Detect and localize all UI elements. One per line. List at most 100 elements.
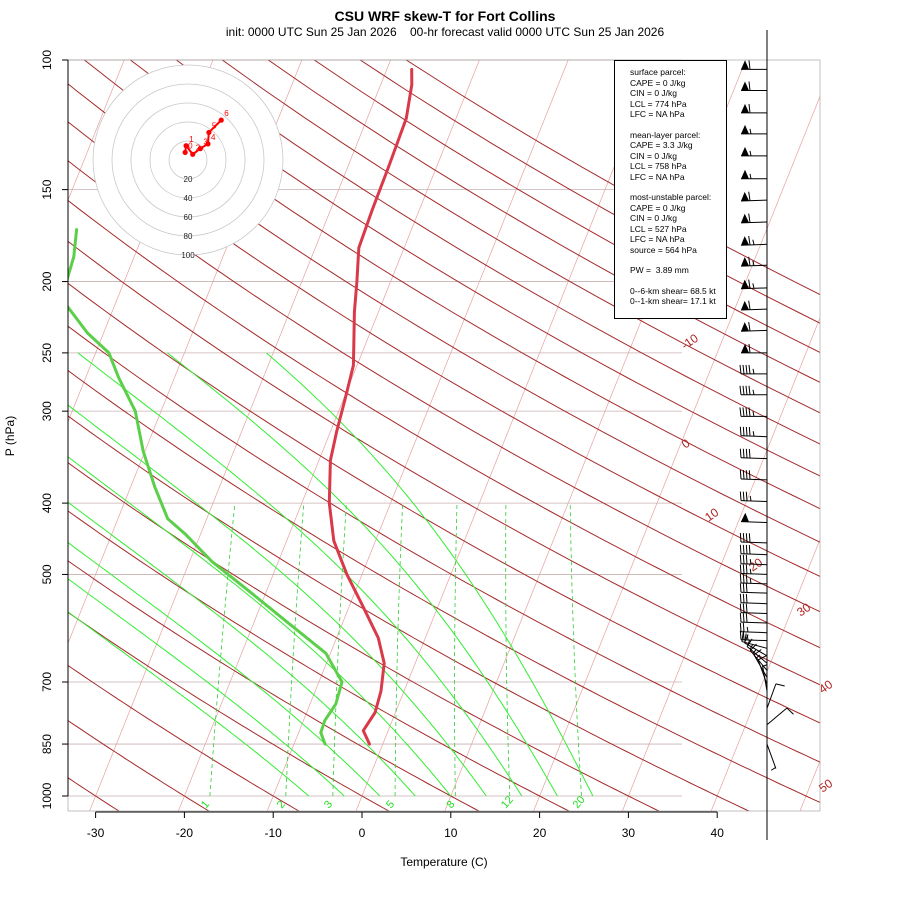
- info-line: CIN = 0 J/kg: [630, 88, 678, 98]
- barb-half: [752, 649, 757, 654]
- barb-full: [748, 448, 751, 459]
- barb-full: [745, 448, 748, 458]
- moist-adiabats: [68, 352, 594, 797]
- wind-barb: [741, 343, 767, 354]
- barb-full: [742, 533, 745, 543]
- wind-barb: [739, 603, 768, 614]
- barb-full: [742, 426, 745, 436]
- barb-staff: [740, 264, 768, 267]
- hodograph-ring: [92, 64, 284, 256]
- barb-full: [748, 407, 751, 417]
- barb-half: [752, 431, 755, 437]
- info-line: LCL = 758 hPa: [630, 161, 687, 171]
- x-tick-label: 30: [622, 826, 636, 840]
- hodograph-ring: [111, 83, 265, 237]
- barb-staff: [766, 707, 788, 726]
- wind-barbs: [739, 30, 794, 840]
- wind-barb: [740, 213, 768, 224]
- dry-adiabat: [68, 369, 820, 803]
- moist-adiabat: [266, 352, 594, 797]
- barb-full: [745, 554, 748, 565]
- barb-half: [746, 626, 749, 633]
- moist-adiabat: [68, 456, 452, 797]
- barb-full: [753, 649, 762, 656]
- hodograph-ring: [149, 121, 227, 199]
- barb-full: [742, 470, 745, 480]
- dry-adiabat: [68, 720, 210, 811]
- barb-full: [742, 564, 745, 574]
- mixing-ratio-line: [285, 503, 305, 797]
- barb-flag: [741, 146, 749, 156]
- x-tick-label: -30: [87, 826, 105, 840]
- barb-staff: [740, 287, 768, 290]
- temperature-profile: [327, 67, 414, 746]
- barb-full: [744, 634, 749, 644]
- wind-barb: [740, 235, 768, 246]
- x-tick-label: 0: [359, 826, 366, 840]
- barb-staff: [740, 563, 768, 566]
- wind-barb: [741, 60, 767, 70]
- barb-full: [742, 613, 745, 623]
- wind-barb: [739, 407, 767, 417]
- barb-staff: [746, 646, 768, 664]
- info-line: source = 564 hPa: [630, 244, 697, 255]
- parcel-info-box: surface parcel: CAPE = 0 J/kg CIN = 0 J/…: [614, 60, 727, 319]
- barb-full: [742, 593, 745, 603]
- barb-full: [748, 385, 751, 395]
- barb-half: [752, 368, 755, 374]
- wind-barb: [766, 683, 785, 709]
- wind-barb: [739, 426, 768, 438]
- barb-half: [755, 654, 761, 659]
- dry-adiabat: [68, 325, 820, 763]
- isotherm-label: 10: [702, 505, 721, 524]
- wind-barb: [739, 564, 768, 575]
- most-unstable-parcel-block: most-unstable parcel: CAPE = 0 J/kg CIN …: [630, 192, 722, 255]
- barb-full: [739, 583, 742, 593]
- barb-full: [742, 603, 745, 613]
- barb-full: [742, 491, 745, 501]
- barb-full: [739, 469, 742, 480]
- mixing-ratio-lines: [209, 503, 582, 797]
- barb-full: [745, 603, 748, 613]
- hodograph-height-label: 1: [189, 135, 194, 144]
- dry-adiabat: [68, 160, 820, 613]
- barb-full: [739, 532, 742, 543]
- dry-adiabat: [68, 560, 480, 811]
- moist-adiabat: [68, 501, 416, 797]
- barb-full: [745, 364, 748, 374]
- barb-half: [770, 767, 776, 771]
- barb-full: [749, 643, 757, 651]
- wind-barb: [741, 124, 767, 135]
- wind-barb: [766, 707, 794, 726]
- barb-full: [745, 574, 748, 584]
- barb-flag: [741, 81, 749, 91]
- barb-full: [739, 613, 742, 623]
- barb-full: [745, 583, 748, 593]
- wind-barb: [740, 191, 768, 202]
- barb-full: [739, 622, 742, 632]
- hodograph-height-label: 6: [224, 109, 229, 118]
- surface-parcel-block: surface parcel: CAPE = 0 J/kg CIN = 0 J/…: [630, 67, 722, 120]
- mixing-ratio-label: 1: [199, 799, 212, 811]
- barb-staff: [740, 500, 768, 502]
- wind-barb: [741, 103, 767, 114]
- wind-barb: [740, 279, 768, 290]
- moist-adiabat: [68, 578, 345, 797]
- barb-flag: [741, 343, 749, 353]
- hodograph-point: [183, 143, 189, 149]
- moist-adiabat: [77, 352, 523, 797]
- init-time: init: 0000 UTC Sun 25 Jan 2026: [225, 25, 397, 39]
- barb-half: [749, 173, 752, 179]
- barb-full: [741, 632, 744, 642]
- barb-full: [748, 300, 751, 310]
- dry-adiabat: [68, 510, 570, 811]
- hodograph: 204060801000123456: [92, 64, 284, 260]
- barb-full: [748, 545, 751, 555]
- dry-adiabat: [68, 415, 750, 811]
- barb-half: [749, 568, 752, 574]
- hodograph-point: [182, 149, 188, 155]
- mixing-ratio-line: [209, 503, 236, 797]
- barb-full: [742, 554, 745, 564]
